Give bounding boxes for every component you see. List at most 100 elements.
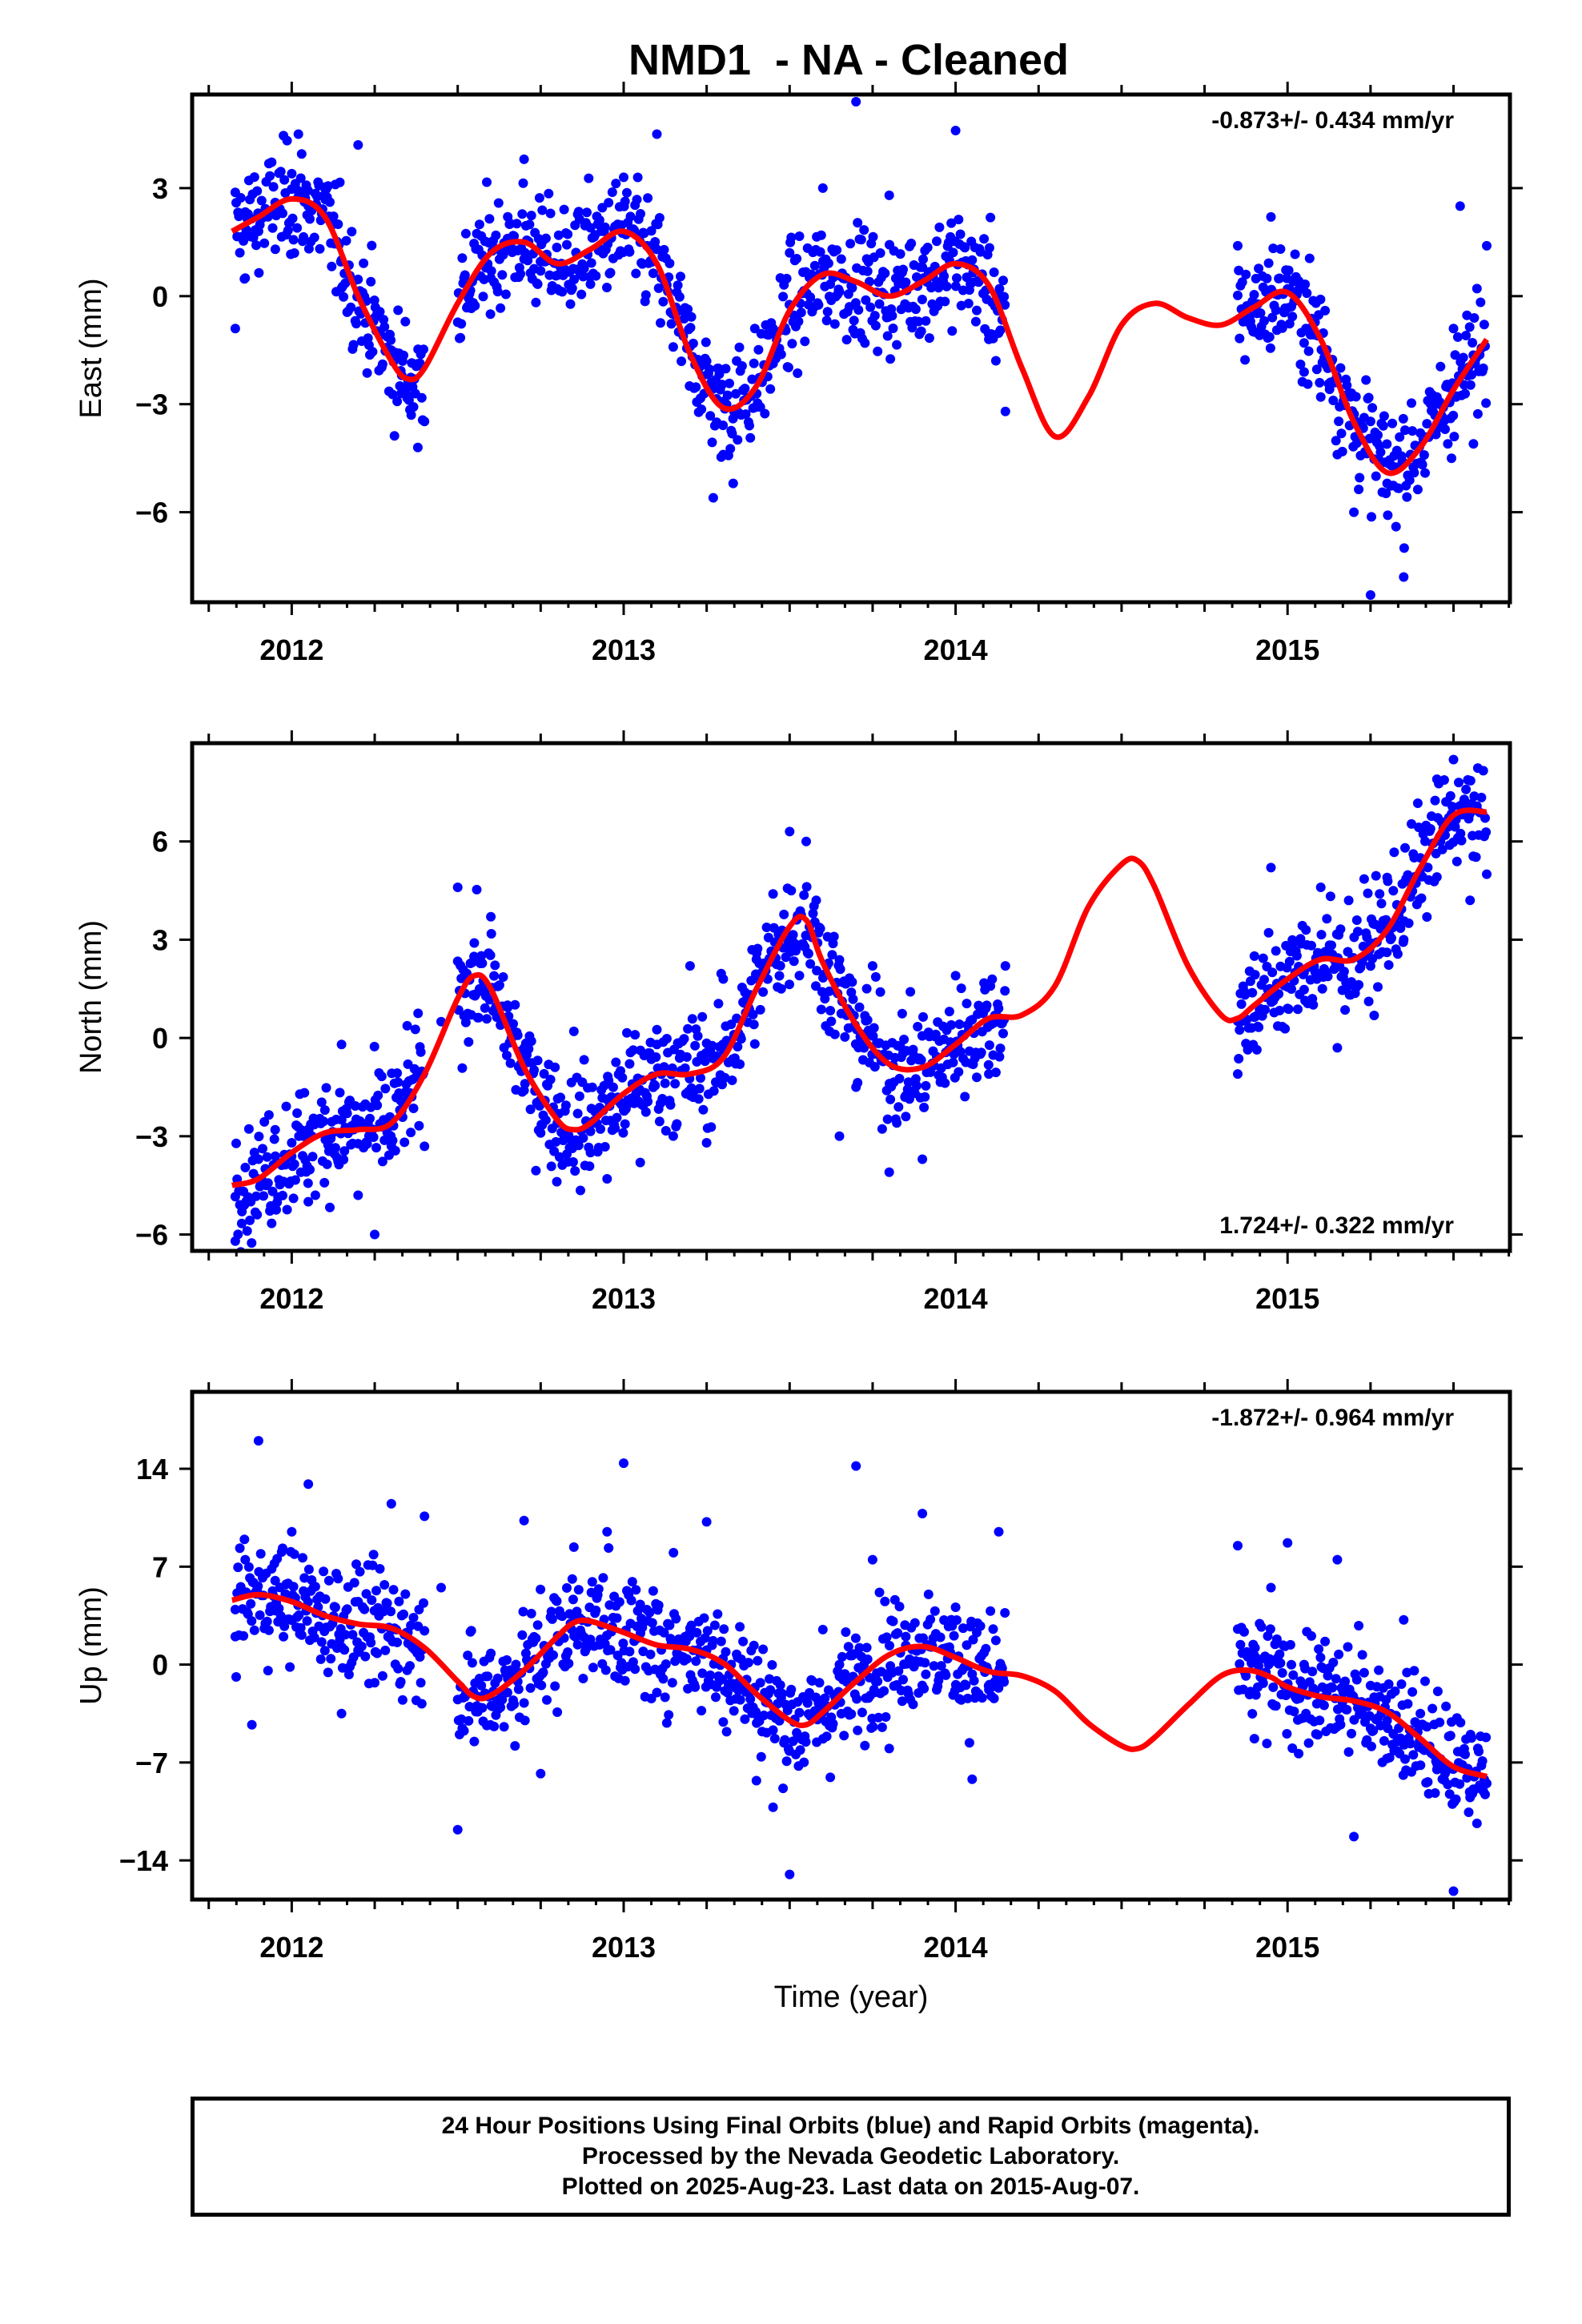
- data-point: [853, 1725, 863, 1735]
- data-point: [237, 1206, 247, 1216]
- data-point: [697, 1706, 707, 1716]
- data-point: [253, 226, 263, 236]
- data-point: [716, 1636, 726, 1647]
- data-point: [801, 836, 811, 846]
- data-point: [913, 1022, 923, 1031]
- data-point: [1283, 265, 1294, 275]
- data-point: [859, 1043, 869, 1053]
- data-point: [1387, 418, 1398, 428]
- data-point: [255, 1549, 266, 1559]
- data-point: [1383, 1679, 1394, 1689]
- data-point: [1472, 283, 1482, 294]
- data-point: [517, 209, 528, 219]
- data-point: [941, 1670, 951, 1680]
- data-points: [230, 97, 1492, 600]
- data-point: [910, 304, 921, 315]
- rate-label: 1.724+/- 0.322 mm/yr: [1219, 1212, 1454, 1239]
- data-point: [552, 243, 562, 252]
- data-point: [685, 961, 695, 971]
- data-point: [1323, 971, 1333, 982]
- data-point: [415, 358, 425, 368]
- data-point: [464, 1037, 474, 1047]
- data-point: [826, 1016, 837, 1027]
- data-point: [982, 1000, 992, 1011]
- data-point: [1415, 428, 1426, 438]
- data-point: [1250, 1642, 1260, 1653]
- data-point: [476, 951, 487, 961]
- data-point: [1251, 1654, 1262, 1663]
- data-point: [245, 1215, 255, 1225]
- footer-line-1: 24 Hour Positions Using Final Orbits (bl…: [441, 2113, 1260, 2139]
- data-point: [1468, 439, 1479, 449]
- data-point: [898, 1675, 908, 1685]
- data-point: [705, 1670, 716, 1680]
- data-point: [353, 274, 363, 284]
- plot-area: [230, 754, 1492, 1264]
- data-point: [671, 1614, 681, 1624]
- data-point: [1472, 408, 1483, 419]
- data-point: [267, 1218, 277, 1228]
- data-point: [733, 435, 743, 445]
- data-point: [563, 229, 573, 239]
- data-point: [602, 1174, 612, 1184]
- data-point: [1407, 398, 1416, 408]
- data-point: [861, 983, 872, 994]
- data-point: [563, 1647, 573, 1657]
- data-point: [1266, 1582, 1276, 1593]
- data-point: [353, 1190, 363, 1200]
- data-point: [665, 1100, 676, 1110]
- data-point: [788, 1736, 798, 1747]
- data-point: [270, 1151, 280, 1161]
- data-point: [1339, 967, 1349, 977]
- data-point: [989, 1693, 999, 1703]
- data-point: [808, 908, 818, 919]
- data-point: [388, 1585, 399, 1595]
- data-point: [786, 886, 797, 896]
- data-point: [962, 1693, 973, 1703]
- data-point: [490, 960, 500, 971]
- data-point: [397, 1695, 408, 1705]
- data-point: [813, 300, 824, 310]
- data-point: [759, 1711, 769, 1720]
- data-point: [962, 999, 972, 1009]
- data-point: [1382, 478, 1392, 489]
- data-point: [551, 1136, 561, 1147]
- data-point: [1420, 836, 1430, 846]
- data-point: [620, 1119, 630, 1129]
- data-point: [664, 1710, 674, 1720]
- data-point: [255, 1610, 265, 1620]
- data-point: [396, 388, 407, 399]
- data-point: [847, 977, 857, 987]
- data-point: [1328, 1658, 1339, 1667]
- data-point: [552, 283, 563, 294]
- x-tick-label: 2013: [592, 1282, 656, 1315]
- data-point: [1371, 471, 1381, 481]
- data-point: [765, 384, 776, 394]
- data-point: [861, 1642, 872, 1653]
- data-point: [414, 1120, 424, 1131]
- data-point: [693, 1031, 703, 1041]
- data-point: [1299, 367, 1309, 377]
- data-point: [1450, 822, 1460, 832]
- data-point: [322, 1159, 332, 1169]
- data-point: [420, 1511, 430, 1522]
- data-point: [319, 1177, 330, 1188]
- data-point: [620, 196, 630, 207]
- data-point: [815, 247, 825, 257]
- data-point: [1391, 521, 1401, 532]
- data-point: [998, 275, 1008, 286]
- data-point: [1447, 802, 1458, 812]
- data-point: [553, 230, 564, 240]
- data-point: [1481, 1732, 1492, 1743]
- data-point: [737, 361, 747, 371]
- data-point: [788, 930, 798, 940]
- data-point: [472, 884, 482, 895]
- data-point: [1448, 324, 1459, 334]
- data-point: [238, 1254, 247, 1264]
- data-point: [892, 1118, 902, 1128]
- data-point: [508, 1019, 518, 1029]
- x-tick-label: 2013: [592, 633, 656, 666]
- data-point: [680, 1063, 690, 1073]
- data-point: [1234, 265, 1244, 275]
- data-point: [1268, 243, 1279, 254]
